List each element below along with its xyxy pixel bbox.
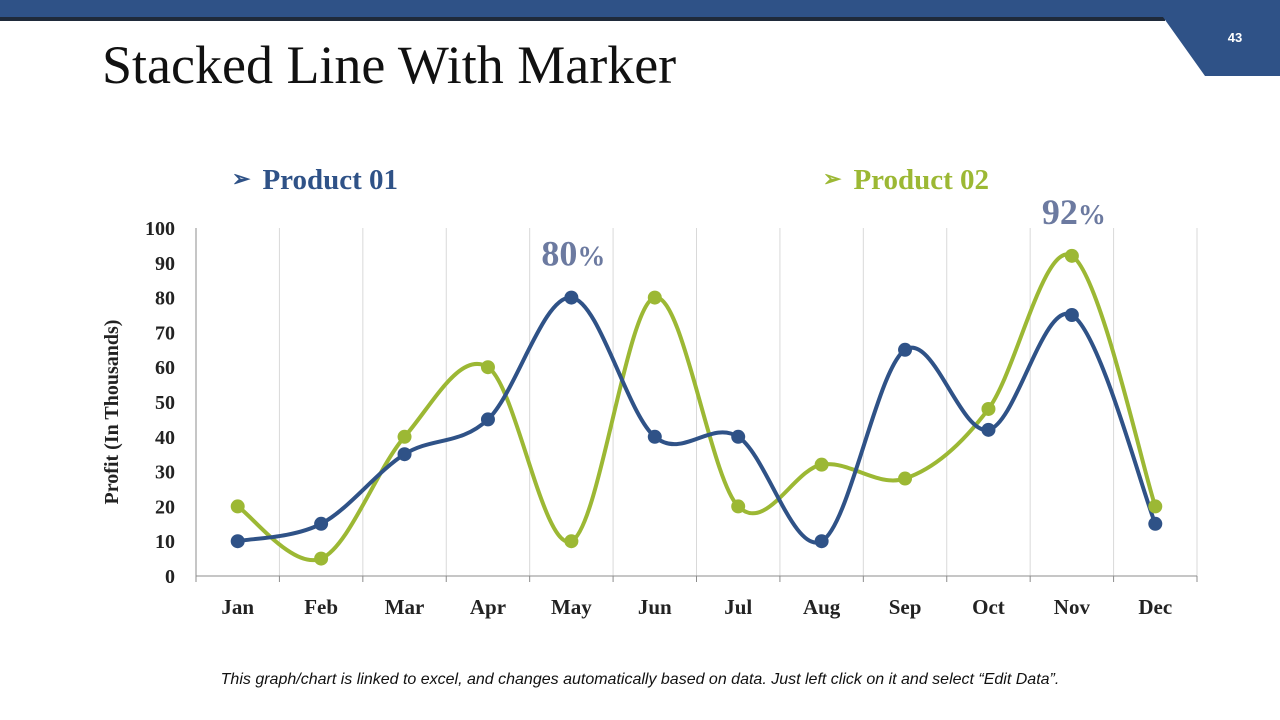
x-tick-label: Apr [470,595,506,619]
data-point-series-2 [1064,248,1079,263]
data-point-series-2 [898,471,913,486]
data-point-series-2 [314,551,329,566]
y-tick-label: 100 [145,218,175,240]
y-tick-label: 50 [155,392,175,414]
legend-product-01: ➢ Product 01 [232,164,398,197]
y-tick-label: 0 [165,566,175,588]
x-tick-label: Dec [1138,595,1172,619]
data-point-series-1 [898,342,913,357]
data-point-series-2 [564,534,579,549]
data-point-series-1 [731,429,746,444]
data-point-series-2 [1148,499,1163,514]
x-tick-label: May [551,595,592,619]
data-point-series-1 [564,290,579,305]
data-point-series-2 [230,499,245,514]
data-point-series-1 [1148,516,1163,531]
page-number: 43 [1227,30,1243,45]
y-tick-label: 80 [155,288,175,310]
y-tick-label: 90 [155,253,175,275]
y-tick-label: 20 [155,496,175,518]
data-point-series-1 [230,534,245,549]
x-tick-label: Jun [638,595,672,619]
header-bar [0,0,1280,17]
legend-label: Product 02 [853,164,990,196]
y-tick-label: 60 [155,357,175,379]
y-tick-label: 10 [155,531,175,553]
callout-label: 80% [541,234,605,274]
data-point-series-2 [981,401,996,416]
data-point-series-1 [814,534,829,549]
data-point-series-2 [731,499,746,514]
x-tick-label: Jan [221,595,254,619]
arrow-bullet-icon: ➢ [232,166,251,191]
data-point-series-1 [981,422,996,437]
y-tick-label: 40 [155,427,175,449]
data-point-series-1 [1064,308,1079,322]
x-tick-label: Oct [972,595,1005,619]
data-point-series-2 [397,429,412,444]
x-tick-label: Mar [385,595,425,619]
callout-label: 92% [1042,192,1106,232]
arrow-bullet-icon: ➢ [823,166,842,191]
y-tick-label: 30 [155,462,175,484]
data-point-series-1 [314,516,329,531]
data-point-series-2 [647,290,662,305]
slide-title: Stacked Line With Marker [102,35,677,95]
data-point-series-2 [814,457,829,472]
x-tick-label: Sep [889,595,922,619]
data-point-series-1 [647,429,662,444]
data-point-series-1 [397,447,412,462]
legend-label: Product 01 [262,164,399,196]
x-tick-label: Jul [724,595,752,619]
data-point-series-2 [480,360,495,375]
x-tick-label: Feb [304,595,338,619]
header-divider [0,17,1165,21]
page-number-tab [1163,17,1280,76]
y-axis-title: Profit (In Thousands) [101,320,123,505]
x-tick-label: Aug [803,595,841,619]
y-tick-label: 70 [155,322,175,344]
data-point-series-1 [480,412,495,427]
footnote: This graph/chart is linked to excel, and… [220,671,1060,688]
legend-product-02: ➢ Product 02 [823,164,989,197]
x-tick-label: Nov [1054,595,1091,619]
